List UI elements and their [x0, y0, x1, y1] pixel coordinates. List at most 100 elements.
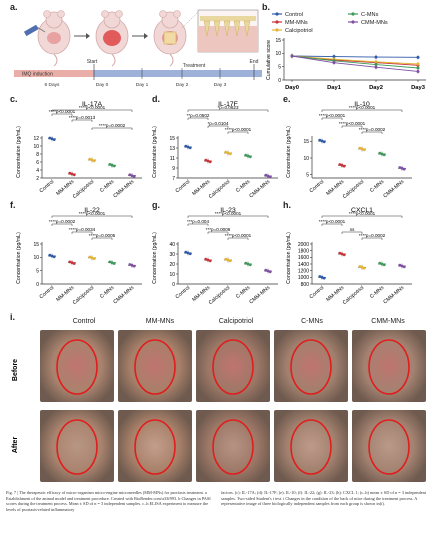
significance-label: ****p=0.0002 — [359, 233, 386, 238]
y-tick-label: 1400 — [298, 262, 309, 268]
data-point — [332, 55, 336, 59]
y-tick-label: 4 — [36, 168, 39, 174]
lesion-outline — [290, 419, 332, 475]
lesion-ellipse — [56, 419, 98, 475]
chart-il-23: IL-23 0 10 20 30 40 Concentration (pg/mL) ****p… — [152, 207, 278, 306]
x-tick-label: CMM-MNs — [248, 179, 271, 200]
data-point — [110, 261, 114, 265]
significance-bracket — [51, 215, 133, 218]
chart-il-17a: IL-17A 2 4 6 8 10 12 Concentration (pg/mL) ****p… — [16, 101, 142, 200]
data-point — [70, 261, 74, 265]
mouse-back-photo-before-c-mns — [274, 330, 348, 402]
data-point — [68, 260, 72, 264]
data-point — [340, 163, 344, 167]
y-tick-label: 13 — [169, 146, 175, 152]
series-line-c-mns — [291, 55, 419, 69]
significance-bracket — [321, 109, 403, 112]
y-tick-label: 2 — [36, 176, 39, 182]
legend-label: Control — [285, 12, 303, 18]
data-point — [132, 264, 136, 268]
significance-label: ****p=0.0034 — [69, 227, 96, 232]
significance-bracket — [341, 231, 363, 234]
data-point — [186, 251, 190, 255]
data-point — [246, 262, 250, 266]
syringe-icon — [23, 24, 46, 37]
data-point — [88, 255, 92, 259]
data-point — [130, 174, 134, 177]
significance-label: *p=0.0623 — [217, 105, 239, 110]
significance-bracket — [71, 231, 93, 234]
data-point — [246, 154, 250, 158]
y-tick-label: 1000 — [298, 275, 309, 281]
data-point — [206, 258, 210, 262]
lesion-ellipse — [134, 419, 176, 475]
significance-label: ****p=0.0005 — [89, 233, 116, 238]
data-point — [248, 263, 252, 267]
timeline-day-3: Day 3 — [214, 82, 227, 88]
lesion-ellipse — [134, 339, 176, 395]
data-point — [378, 151, 382, 155]
data-point — [374, 60, 378, 64]
significance-bracket — [187, 223, 209, 226]
y-tick-label: 15 — [275, 38, 281, 44]
mouse-illustration-1 — [37, 10, 71, 67]
chart-il-22: IL-22 0 5 10 15 Concentration (pg/mL) ****p<0.… — [16, 207, 142, 306]
data-point — [266, 174, 270, 178]
data-point — [110, 163, 114, 167]
y-tick-label: 0 — [172, 282, 175, 288]
timeline-day-0: Day 0 — [96, 82, 109, 88]
panel-label-g: g. — [152, 200, 160, 210]
data-point — [132, 175, 136, 178]
data-point — [224, 150, 228, 154]
mouse-back-photo-after-calcipotriol — [196, 410, 270, 482]
data-point — [332, 61, 336, 65]
data-point — [52, 255, 56, 259]
chart-title: IL-17F — [218, 101, 238, 108]
x-tick-label: Control — [39, 285, 56, 300]
x-tick-label: C-MNs — [235, 179, 252, 194]
data-point — [400, 264, 404, 268]
significance-label: ***p=0.0006 — [206, 227, 231, 232]
lesion-outline — [368, 419, 410, 475]
x-tick-label: Calcipotriol — [342, 285, 366, 306]
data-point — [108, 163, 112, 166]
significance-bracket — [227, 237, 249, 240]
chart-title: IL-10 — [354, 101, 370, 108]
data-point — [208, 160, 212, 164]
data-point — [92, 257, 96, 261]
lesion-outline — [212, 419, 254, 475]
y-tick-label: 10 — [33, 255, 39, 261]
y-axis-label: Cumulative score — [266, 40, 272, 80]
data-point — [228, 259, 232, 263]
data-point — [264, 173, 268, 177]
y-tick-label: 10 — [303, 156, 309, 162]
significance-label: ****p<0.0001 — [319, 113, 346, 118]
significance-bracket — [207, 231, 229, 234]
lesion-ellipse — [368, 419, 410, 475]
significance-bracket — [227, 131, 249, 134]
y-tick-label: 20 — [169, 262, 175, 268]
series-line-cmm-mns — [291, 55, 419, 72]
data-point — [320, 275, 324, 279]
data-point — [340, 252, 344, 256]
arrowhead-icon — [86, 33, 90, 39]
y-tick-label: 8 — [36, 152, 39, 158]
x-tick-label: Control — [309, 285, 326, 300]
data-point — [416, 66, 420, 70]
x-tick-label: C-MNs — [99, 285, 116, 300]
chart-cumulative-score: Control C-MNs MM-MNs CMM-MNs Calcipotriol 0 5 1… — [266, 12, 426, 91]
data-point — [204, 257, 208, 261]
significance-label: ****p<0.0001 — [319, 219, 346, 224]
significance-label: ****p<0.0001 — [225, 127, 252, 132]
x-tick-label: Calcipotriol — [72, 179, 96, 200]
significance-bracket — [361, 237, 383, 240]
legend-marker — [275, 28, 279, 32]
significance-label: ****p=0.0002 — [99, 123, 126, 128]
legend-label: Calcipotriol — [285, 28, 313, 34]
legend-marker — [275, 12, 279, 16]
data-point — [88, 157, 92, 161]
y-tick-label: 5 — [306, 172, 309, 178]
data-point — [184, 250, 188, 254]
data-point — [90, 256, 94, 260]
photo-row-labels: Before After — [12, 359, 19, 453]
